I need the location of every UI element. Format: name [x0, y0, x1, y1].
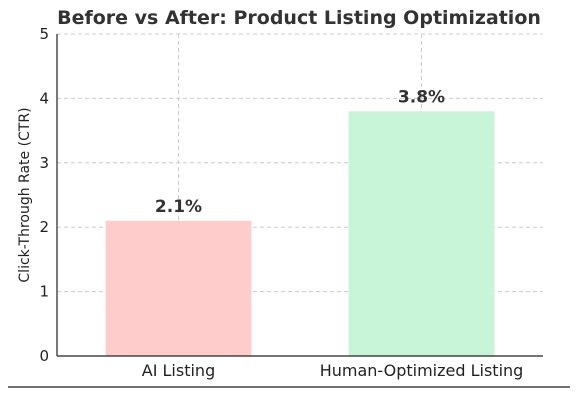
x-tick-label: AI Listing — [142, 361, 215, 380]
y-tick-label: 4 — [39, 89, 49, 107]
y-axis-title: Click-Through Rate (CTR) — [17, 107, 33, 282]
chart-title: Before vs After: Product Listing Optimiz… — [57, 7, 541, 29]
y-tick-label: 2 — [39, 218, 49, 236]
y-tick-label: 0 — [39, 347, 49, 365]
data-labels: 2.1% 3.8% — [155, 87, 445, 216]
y-tick-label: 1 — [39, 283, 49, 301]
bars — [105, 111, 495, 356]
y-tick-label: 3 — [39, 154, 49, 172]
y-tick-label: 5 — [39, 25, 49, 43]
x-tick-labels: AI Listing Human-Optimized Listing — [142, 361, 524, 380]
axes — [56, 34, 543, 357]
data-label: 2.1% — [155, 197, 202, 217]
x-tick-label: Human-Optimized Listing — [320, 361, 524, 380]
bar — [105, 220, 252, 356]
bar — [348, 111, 495, 356]
y-tick-labels: 0 1 2 3 4 5 — [39, 25, 49, 365]
data-label: 3.8% — [398, 87, 445, 107]
